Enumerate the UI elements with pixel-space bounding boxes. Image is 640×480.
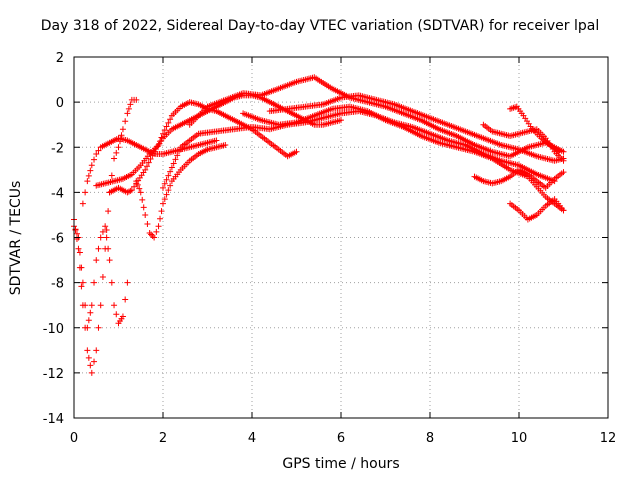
y-tick-label: -2 [51,141,64,156]
series-arc-14 [507,103,563,155]
series-points [160,108,558,191]
x-tick-label: 12 [600,431,617,446]
y-tick-label: -8 [51,277,64,292]
series-arc-11 [471,166,567,191]
y-axis-label: SDTVAR / TECUs [8,180,24,296]
y-tick-label: -6 [51,232,64,247]
x-tick-label: 0 [70,431,78,446]
y-tick-label: -12 [43,367,64,382]
series-arc-12 [480,121,567,164]
series-arc-6 [133,141,229,241]
series-points [471,166,567,191]
series-arc-10 [266,92,567,164]
chart-title: Day 318 of 2022, Sidereal Day-to-day VTE… [40,18,600,34]
series-points [507,196,567,223]
y-tick-label: 0 [56,96,64,111]
y-tick-label: -4 [51,186,64,201]
series-points [240,103,567,214]
x-tick-label: 6 [337,431,345,446]
series-arc-13 [507,196,567,223]
x-tick-label: 8 [426,431,434,446]
x-axis-label: GPS time / hours [282,456,400,472]
axis-ticks: 0 2 4 6 8 10 12 -14 -12 -10 -8 -6 -4 -2 0 2 [43,51,617,446]
y-tick-label: -14 [43,412,64,427]
data-series [71,74,567,376]
x-tick-label: 4 [248,431,256,446]
y-tick-label: -10 [43,322,64,337]
x-tick-label: 10 [511,431,528,446]
series-arc-9 [240,103,567,214]
series-arc-3 [79,135,220,207]
series-arc-7 [160,108,558,191]
x-tick-label: 2 [159,431,167,446]
y-tick-label: 2 [56,51,64,66]
series-points [79,135,220,207]
